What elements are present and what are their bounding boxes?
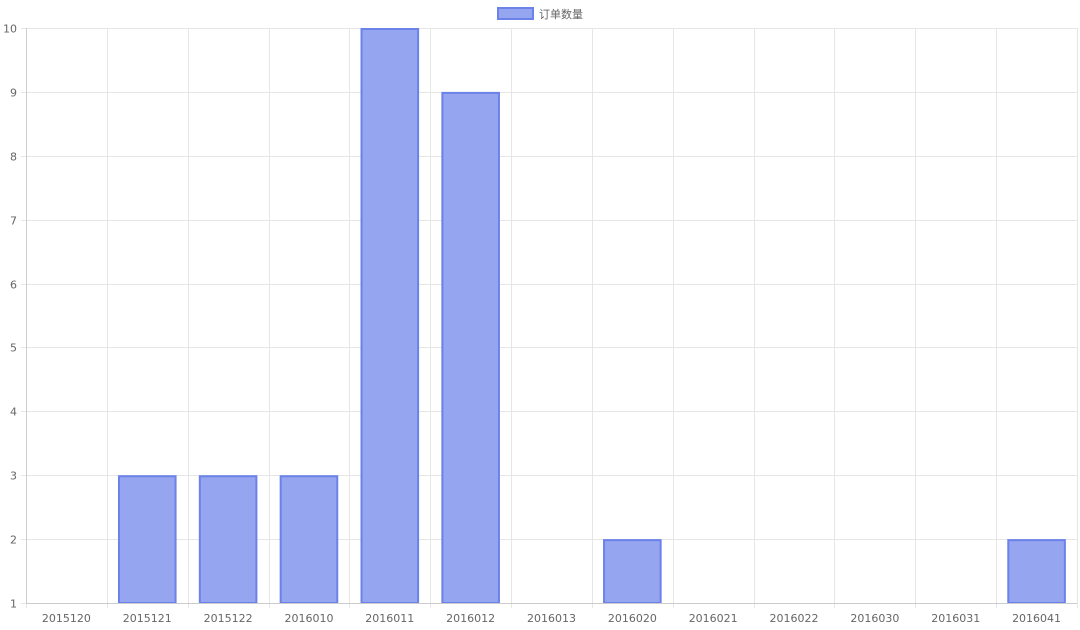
x-tick-label: 2016010 — [284, 612, 333, 625]
y-tick-label: 6 — [10, 279, 17, 292]
bar[interactable] — [117, 475, 177, 605]
y-tick-label: 3 — [10, 470, 17, 483]
x-tick-label: 2016021 — [689, 612, 738, 625]
x-tick-label: 2016030 — [850, 612, 899, 625]
y-tick-label: 2 — [10, 534, 17, 547]
x-tick-label: 2015120 — [42, 612, 91, 625]
x-tick-label: 2016022 — [770, 612, 819, 625]
bar[interactable] — [198, 475, 258, 605]
x-tick-label: 2016031 — [931, 612, 980, 625]
y-axis: 1 2 3 4 5 6 7 8 9 10 — [3, 23, 27, 611]
x-tick-label: 2016012 — [446, 612, 495, 625]
y-tick-label: 7 — [10, 215, 17, 228]
y-tick-label: 5 — [10, 342, 17, 355]
bar[interactable] — [1007, 539, 1066, 604]
x-tick-label: 2015122 — [204, 612, 253, 625]
x-tick-label: 2016011 — [365, 612, 414, 625]
legend-label[interactable]: 订单数量 — [539, 8, 583, 21]
bar[interactable] — [279, 475, 339, 605]
y-tick-label: 10 — [3, 23, 17, 36]
bar[interactable] — [360, 28, 420, 604]
y-tick-label: 9 — [10, 87, 17, 100]
x-tick-label: 2016013 — [527, 612, 576, 625]
bars — [117, 28, 1066, 605]
y-tick-label: 4 — [10, 406, 17, 419]
x-tick-label: 2016020 — [608, 612, 657, 625]
x-tick-label: 2016041 — [1012, 612, 1061, 625]
bar[interactable] — [603, 539, 662, 604]
grid-lines — [21, 28, 1078, 608]
x-tick-label: 2015121 — [123, 612, 172, 625]
x-axis: 2015120 2015121 2015122 2016010 2016011 20160… — [26, 603, 1077, 625]
legend[interactable]: 订单数量 — [497, 7, 583, 21]
y-tick-label: 1 — [10, 598, 17, 611]
bar[interactable] — [441, 91, 500, 604]
legend-swatch[interactable] — [497, 7, 534, 20]
y-tick-label: 8 — [10, 151, 17, 164]
